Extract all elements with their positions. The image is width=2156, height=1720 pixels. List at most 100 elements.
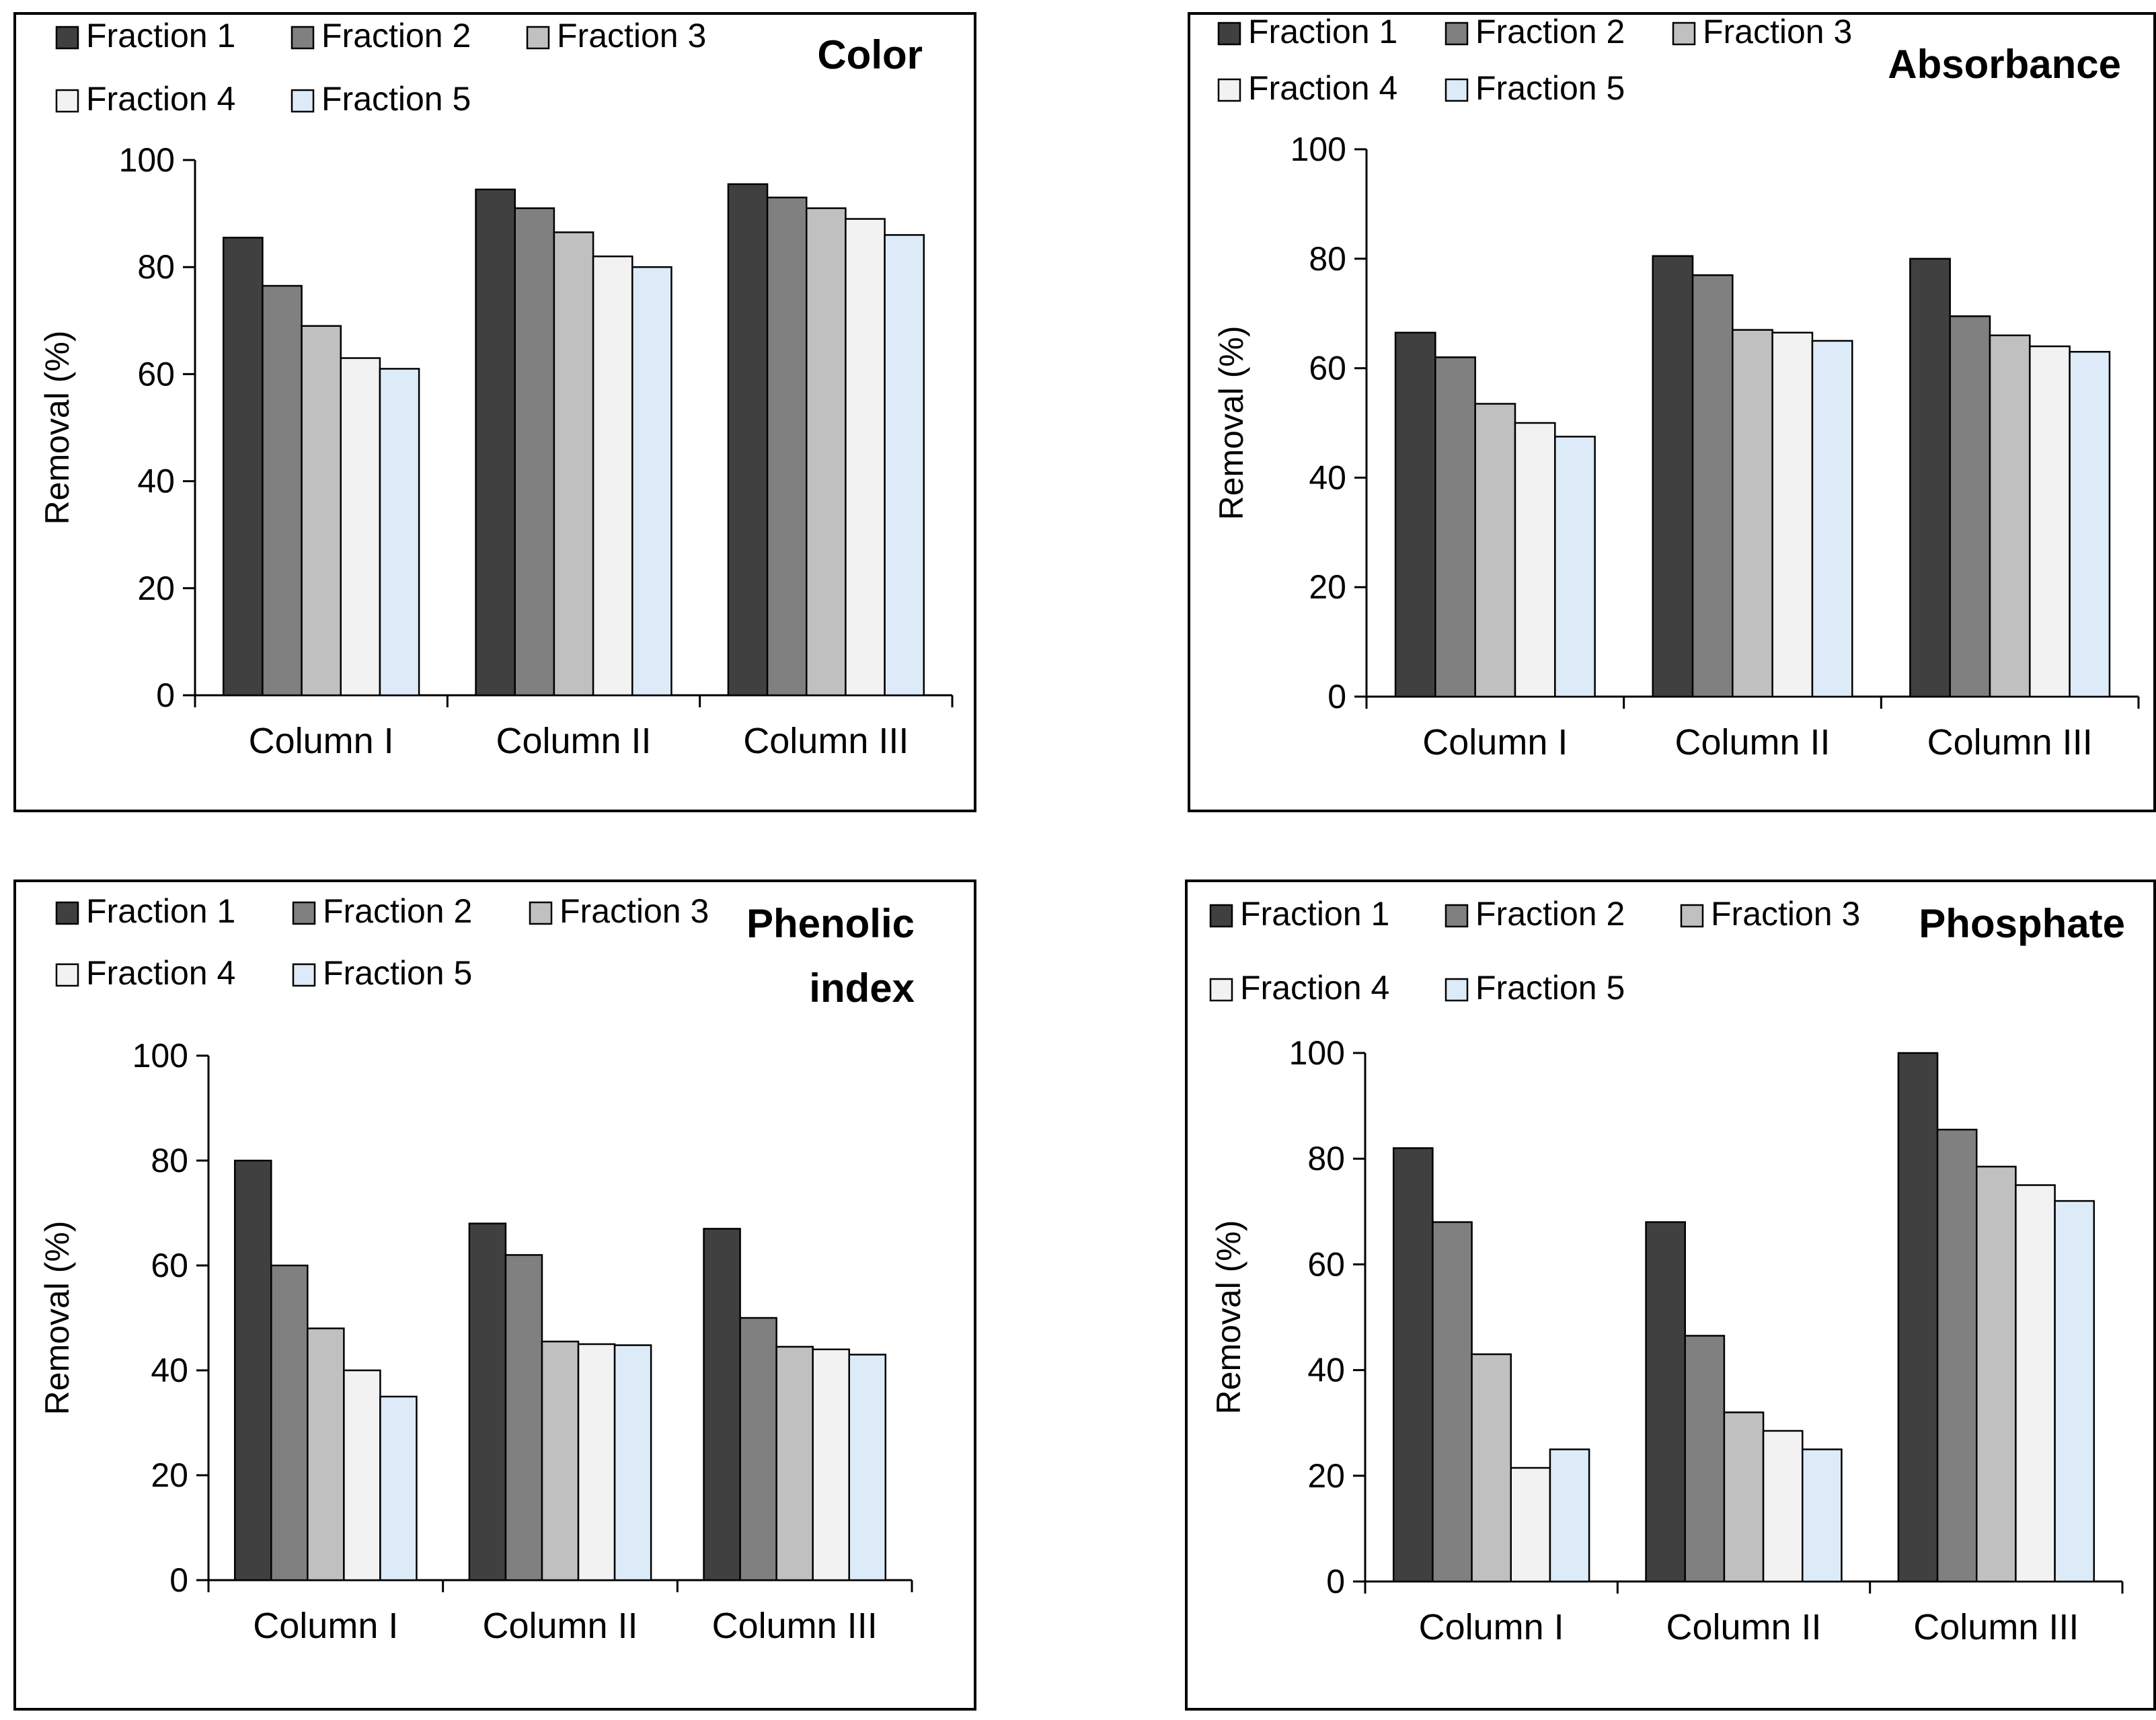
bar-fraction-2-column-iii [739, 1317, 777, 1581]
x-tick-label: Column III [1913, 1607, 2079, 1647]
bar-fraction-1-column-i [222, 237, 264, 697]
y-tick-label: 40 [1307, 1352, 1345, 1389]
x-tick-label: Column I [253, 1606, 398, 1646]
bar-fraction-3-column-i [307, 1327, 345, 1581]
x-tick-label: Column III [712, 1606, 878, 1646]
y-axis-label: Removal (%) [38, 331, 76, 525]
bar-fraction-2-column-ii [1691, 274, 1734, 698]
y-tick-label: 80 [137, 248, 175, 286]
legend-swatch [292, 963, 316, 987]
legend-swatch [529, 901, 553, 925]
bar-fraction-4-column-i [1514, 422, 1556, 698]
bar-fraction-5-column-ii [1811, 340, 1853, 698]
legend-swatch [291, 89, 315, 113]
legend-label: Fraction 1 [1240, 895, 1389, 933]
bar-fraction-2-column-i [1434, 356, 1476, 698]
bar-fraction-4-column-iii [2029, 345, 2071, 698]
bar-fraction-3-column-i [301, 325, 342, 697]
bar-fraction-4-column-ii [592, 256, 633, 697]
y-tick-label: 100 [119, 141, 175, 179]
bar-fraction-1-column-iii [1897, 1052, 1939, 1583]
legend-label: Fraction 5 [1475, 969, 1625, 1007]
chart-title: Phenolic [746, 901, 915, 946]
y-axis-label: Removal (%) [1210, 1220, 1247, 1415]
y-tick-label: 100 [1291, 130, 1346, 168]
bar-fraction-2-column-i [262, 284, 303, 697]
chart-title: Color [817, 32, 923, 77]
legend-label: Fraction 5 [321, 80, 471, 118]
legend-swatch [55, 901, 79, 925]
y-tick-label: 60 [1309, 350, 1346, 387]
bar-fraction-1-column-ii [468, 1222, 507, 1581]
x-tick-label: Column II [1666, 1607, 1821, 1647]
legend: Fraction 1 Fraction 2 Fraction 3 Fraction 4… [1217, 13, 1852, 107]
y-axis-label: Removal (%) [1212, 326, 1250, 520]
y-tick-label: 0 [169, 1561, 188, 1599]
legend-label: Fraction 4 [1240, 969, 1389, 1007]
legend-swatch [1445, 22, 1469, 46]
legend-label: Fraction 4 [86, 80, 235, 118]
y-tick-label: 80 [151, 1142, 188, 1179]
bar-fraction-3-column-iii [1975, 1165, 2017, 1583]
bar-fraction-5-column-ii [631, 266, 672, 697]
legend-swatch [292, 901, 316, 925]
legend: Fraction 1 Fraction 2 Fraction 3 Fraction 4… [55, 17, 706, 118]
legend-swatch [1209, 978, 1233, 1002]
bar-fraction-1-column-ii [1645, 1221, 1686, 1583]
bar-fraction-4-column-iii [2015, 1184, 2056, 1583]
legend-label: Fraction 2 [323, 892, 472, 930]
legend-swatch [55, 26, 79, 50]
bar-fraction-3-column-ii [1723, 1411, 1765, 1583]
legend-swatch [1680, 904, 1704, 928]
y-tick-label: 20 [151, 1456, 188, 1494]
bar-fraction-1-column-iii [1909, 258, 1951, 698]
bar-fraction-2-column-iii [766, 196, 808, 697]
bar-fraction-1-column-ii [1652, 255, 1694, 698]
x-tick-label: Column III [1927, 722, 2093, 763]
bar-fraction-1-column-i [233, 1159, 272, 1581]
legend-label: Fraction 2 [321, 17, 471, 54]
bar-fraction-4-column-iii [812, 1348, 850, 1581]
legend-label: Fraction 1 [86, 892, 235, 930]
bar-fraction-3-column-ii [1732, 329, 1773, 698]
legend-swatch [55, 89, 79, 113]
x-tick-label: Column II [482, 1606, 638, 1646]
bar-fraction-3-column-i [1474, 403, 1516, 698]
bar-fraction-3-column-iii [1989, 334, 2031, 698]
chart-title: index [809, 966, 915, 1011]
bar-fraction-5-column-iii [2054, 1200, 2095, 1583]
bar-fraction-5-column-i [1554, 436, 1596, 698]
chart-panel-3: 0 20 40 60 80 100 Removal (%) Column I Column II… [13, 879, 976, 1711]
y-tick-label: 20 [1309, 568, 1346, 606]
legend-swatch [1672, 22, 1696, 46]
bar-fraction-4-column-i [343, 1369, 381, 1581]
chart-title: Phosphate [1919, 901, 2125, 946]
legend-label: Fraction 2 [1475, 895, 1625, 933]
legend: Fraction 1 Fraction 2 Fraction 3 Fraction 4… [55, 892, 709, 992]
bar-fraction-2-column-iii [1949, 315, 1991, 698]
bar-fraction-4-column-ii [577, 1343, 616, 1581]
x-tick-label: Column III [743, 721, 909, 761]
legend-swatch [1445, 78, 1469, 102]
x-tick-label: Column II [1674, 722, 1830, 763]
y-axis-label: Removal (%) [38, 1221, 76, 1415]
bar-fraction-3-column-ii [553, 231, 594, 697]
y-tick-label: 40 [151, 1352, 188, 1389]
legend-swatch [55, 963, 79, 987]
bar-fraction-2-column-i [270, 1264, 309, 1581]
bar-fraction-2-column-ii [514, 207, 555, 697]
y-tick-label: 20 [1307, 1457, 1345, 1495]
x-tick-label: Column II [496, 721, 651, 761]
legend: Fraction 1 Fraction 2 Fraction 3 Fraction 4… [1209, 895, 1860, 1007]
bar-fraction-5-column-iii [884, 234, 925, 697]
y-tick-label: 40 [1309, 459, 1346, 496]
bar-fraction-3-column-iii [775, 1345, 814, 1581]
y-tick-label: 0 [156, 676, 175, 714]
bar-fraction-2-column-ii [504, 1254, 543, 1581]
bar-fraction-5-column-iii [848, 1354, 887, 1581]
y-tick-label: 80 [1307, 1140, 1345, 1177]
legend-label: Fraction 3 [557, 17, 706, 54]
y-tick-label: 60 [151, 1247, 188, 1284]
legend-label: Fraction 3 [1711, 895, 1860, 933]
